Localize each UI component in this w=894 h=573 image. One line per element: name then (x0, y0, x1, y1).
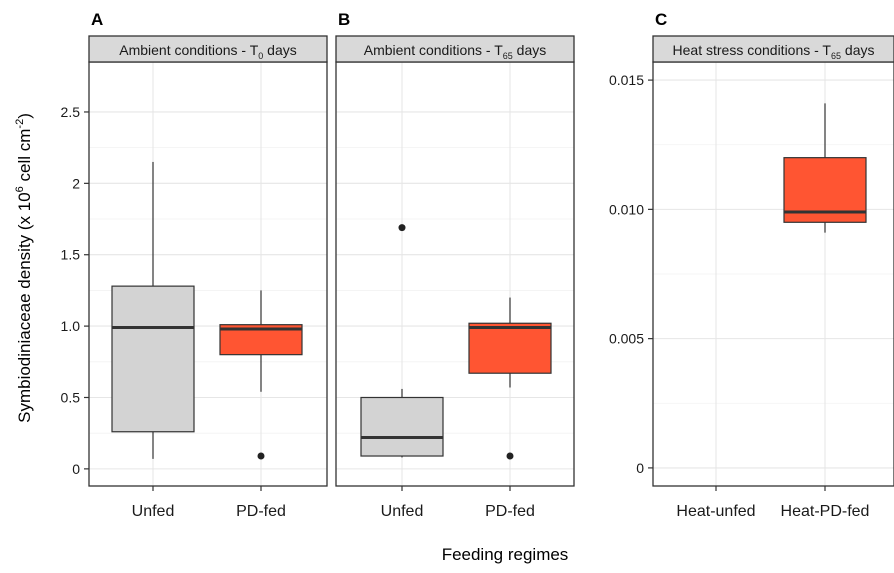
x-tick-label: PD-fed (236, 503, 286, 520)
box-iqr (111, 285, 195, 433)
y-axis-title: Symbiodiniaceae density (x 106 cell cm-2… (14, 113, 34, 423)
y-tick-label: 0.5 (61, 389, 81, 405)
strip-title: Heat stress conditions - T65 days (673, 42, 875, 61)
x-tick-label: Unfed (132, 503, 175, 520)
y-axis-title-main: Symbiodiniaceae density (x 10 (15, 192, 34, 423)
y-tick-label: 0 (636, 460, 644, 476)
strip-title-sub: 65 (831, 51, 841, 61)
strip-title-suffix: days (841, 42, 874, 58)
strip-title: Ambient conditions - T0 days (119, 42, 297, 61)
y-axis-title-sup2: -2 (14, 119, 26, 129)
panel-b: Ambient conditions - T65 days B Unfed PD-fe… (335, 10, 575, 520)
x-tick-label: Heat-PD-fed (781, 503, 870, 520)
x-axis-title: Feeding regimes (442, 545, 569, 564)
strip (88, 35, 328, 63)
strip-title-suffix: days (263, 42, 296, 58)
x-tick-label: Heat-unfed (676, 503, 755, 520)
y-tick-label: 0 (72, 461, 80, 477)
strip-title: Ambient conditions - T65 days (364, 42, 547, 61)
y-tick-label: 1.0 (61, 318, 81, 334)
strip (652, 35, 894, 63)
x-tick-label: PD-fed (485, 503, 535, 520)
box-pd-fed (468, 297, 552, 460)
y-axis-title-mid: cell cm (15, 129, 34, 187)
box-pd-fed (219, 290, 303, 460)
panel-letter: B (338, 10, 350, 29)
box-heat-pd-fed (783, 103, 867, 233)
box-iqr (468, 322, 552, 374)
y-tick-label: 1.5 (61, 247, 81, 263)
box-unfed (360, 224, 444, 458)
y-tick-label: 0.010 (609, 201, 644, 217)
strip-title-main: Ambient conditions - T (364, 42, 503, 58)
y-tick-label: 2 (72, 175, 80, 191)
y-tick-label: 0.015 (609, 72, 644, 88)
outlier-point (506, 452, 514, 460)
y-tick-label: 0.005 (609, 331, 644, 347)
box-iqr (360, 396, 444, 457)
panel-letter: C (655, 10, 667, 29)
outlier-point (398, 224, 406, 232)
strip-title-suffix: days (513, 42, 546, 58)
panel-letter: A (91, 10, 103, 29)
strip-title-main: Ambient conditions - T (119, 42, 258, 58)
box-unfed (111, 161, 195, 459)
strip-title-sub: 65 (503, 51, 513, 61)
y-tick-label: 2.5 (61, 104, 81, 120)
strip-title-main: Heat stress conditions - T (673, 42, 832, 58)
y-axis-title-sup1: 6 (14, 186, 26, 192)
outlier-point (257, 452, 265, 460)
strip-title-sub: 0 (258, 51, 263, 61)
x-tick-label: Unfed (381, 503, 424, 520)
y-axis-title-end: ) (15, 113, 34, 119)
panel-c: Heat stress conditions - T65 days C Heat-u… (609, 10, 894, 520)
strip (335, 35, 575, 63)
